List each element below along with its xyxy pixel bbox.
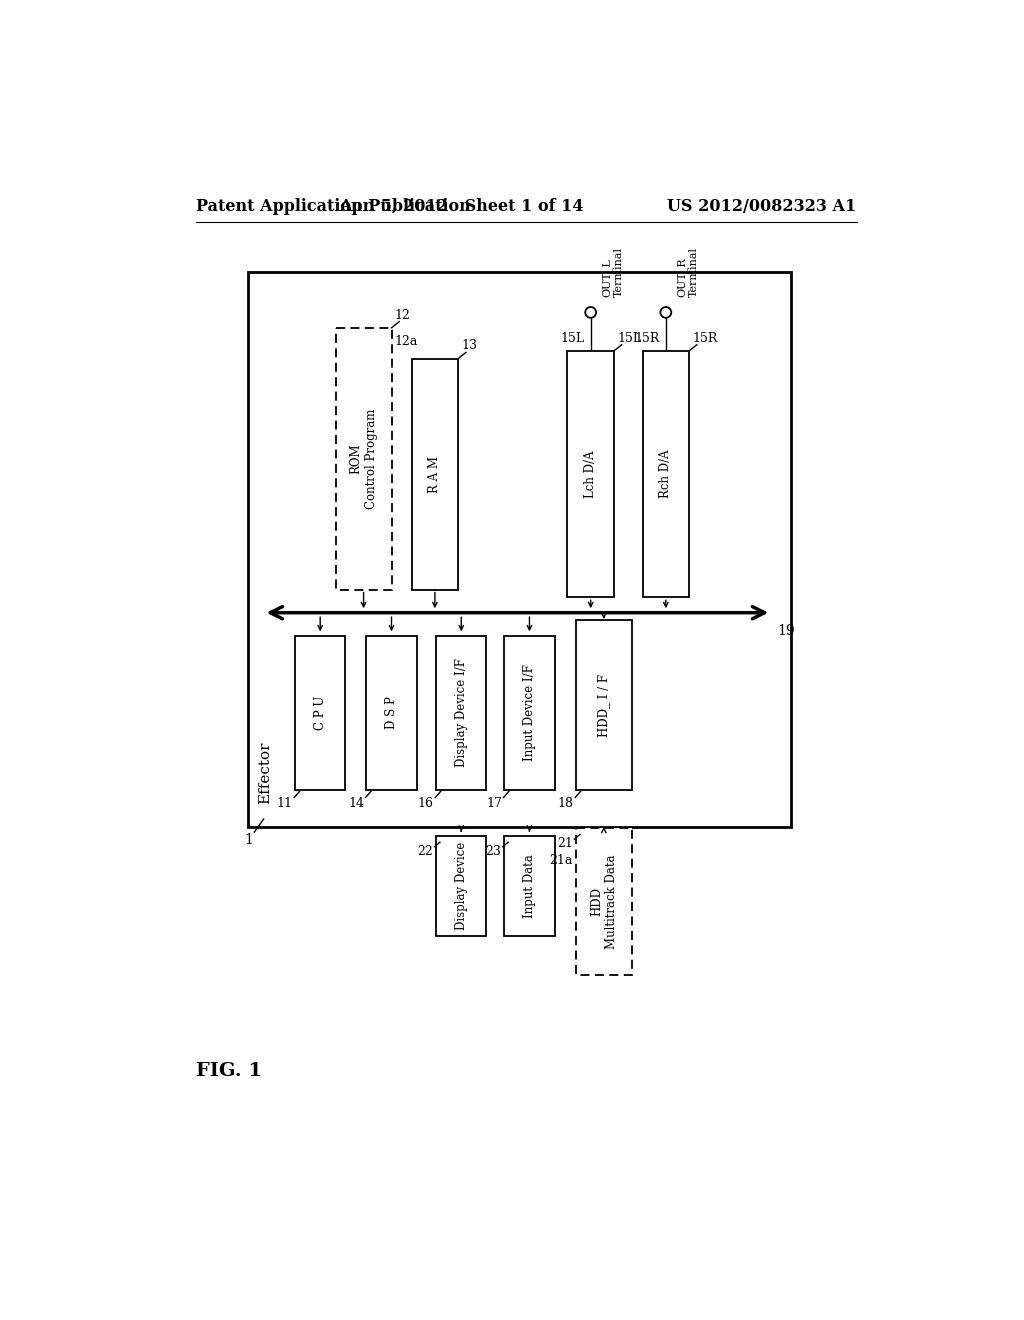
Text: 23: 23 <box>485 845 501 858</box>
Text: Rch D/A: Rch D/A <box>659 450 673 499</box>
Text: 13: 13 <box>461 339 477 352</box>
Text: FIG. 1: FIG. 1 <box>197 1061 262 1080</box>
Text: 15L: 15L <box>617 331 641 345</box>
Bar <box>575 620 632 789</box>
Text: 1: 1 <box>245 833 254 847</box>
Text: US 2012/0082323 A1: US 2012/0082323 A1 <box>668 198 856 215</box>
Text: 17: 17 <box>486 797 502 810</box>
Text: HDD_ I / F: HDD_ I / F <box>597 673 610 737</box>
Bar <box>248 272 791 826</box>
Text: Input Device I/F: Input Device I/F <box>523 664 536 762</box>
Bar <box>575 829 632 974</box>
Text: Effector: Effector <box>258 741 272 804</box>
Bar <box>504 836 555 936</box>
Text: OUT_L
Terminal: OUT_L Terminal <box>601 247 624 297</box>
Text: 11: 11 <box>276 797 293 810</box>
Text: 21a: 21a <box>550 854 572 867</box>
Text: Patent Application Publication: Patent Application Publication <box>197 198 471 215</box>
Text: 16: 16 <box>418 797 434 810</box>
Bar <box>504 636 555 789</box>
Text: Lch D/A: Lch D/A <box>584 450 597 498</box>
Text: Display Device: Display Device <box>455 842 468 931</box>
Text: R A M: R A M <box>428 455 441 492</box>
Text: 15L: 15L <box>560 331 585 345</box>
Text: OUT_R
Terminal: OUT_R Terminal <box>677 247 699 297</box>
Bar <box>567 351 614 597</box>
Bar <box>436 636 486 789</box>
Text: 12a: 12a <box>394 335 418 348</box>
Bar <box>412 359 458 590</box>
Text: Input Data: Input Data <box>523 854 536 917</box>
Text: 19: 19 <box>777 624 795 639</box>
Text: 18: 18 <box>558 797 573 810</box>
Text: C P U: C P U <box>313 696 327 730</box>
Text: 12: 12 <box>394 309 411 322</box>
Text: ROM
Control Program: ROM Control Program <box>349 408 378 510</box>
Bar <box>643 351 689 597</box>
Text: 15R: 15R <box>692 331 718 345</box>
Text: HDD
Multitrack Data: HDD Multitrack Data <box>590 854 617 949</box>
Bar <box>295 636 345 789</box>
Text: D S P: D S P <box>385 697 398 729</box>
Text: 22: 22 <box>417 845 433 858</box>
Text: 15R: 15R <box>634 331 659 345</box>
Text: Display Device I/F: Display Device I/F <box>455 659 468 767</box>
Text: 14: 14 <box>348 797 364 810</box>
Text: Apr. 5, 2012   Sheet 1 of 14: Apr. 5, 2012 Sheet 1 of 14 <box>339 198 584 215</box>
Bar <box>367 636 417 789</box>
Text: 21: 21 <box>557 837 572 850</box>
Bar <box>336 327 391 590</box>
Bar <box>436 836 486 936</box>
